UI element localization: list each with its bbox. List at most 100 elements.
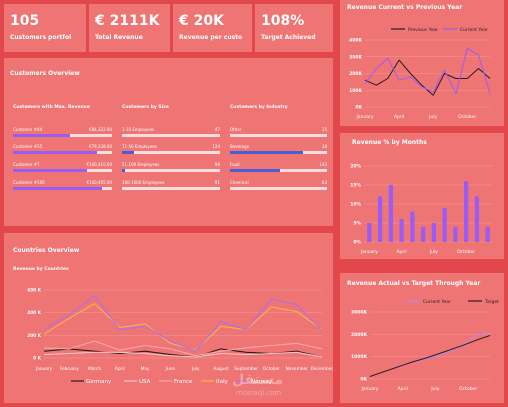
legend-label: Target [484,299,499,305]
y-tick-label: 0 K [33,356,41,362]
kpi-label: Revenue per custo [179,34,243,41]
y-tick-label: 3000K [351,310,368,316]
max-revenue-bar-track [13,187,112,190]
legend-label: Italy [216,379,229,385]
max-revenue-row-value: €100,465.00 [86,180,112,185]
size-bar-track [122,151,220,154]
bar-3 [399,219,404,242]
x-tick-label: April [398,386,408,392]
size-header: Customers by Size [122,105,169,110]
max-revenue-bar-track [13,151,112,154]
kpi-label: Customers portfol [10,34,72,41]
x-tick-label: July [430,386,439,392]
size-row-value: 47 [214,127,220,132]
series-line-previous-year [364,59,491,96]
x-tick-label: January [355,114,373,120]
x-tick-label: July [429,249,438,255]
x-tick-label: June [165,366,176,372]
kpi-card-revenue: € 2111K Total Revenue [89,4,170,52]
size-bar-track [122,187,220,190]
revenue-current-previous-chart: 0K 100K 200K 300K 400K January April July Octobe… [349,27,491,120]
x-tick-label: October [457,249,475,255]
legend-label: Current Year [460,27,488,33]
x-tick-label: May [141,366,150,372]
max-revenue-row-label: Customer #44 [13,127,43,132]
x-tick-label: December [311,366,333,372]
chart-subtitle: Revenue by Countries [13,267,69,272]
industry-row-value: 63 [321,180,327,185]
y-tick-label: 300K [349,54,362,60]
customers-overview-panel: Customers Overview Customers with Max. R… [4,58,333,226]
y-tick-label: 100K [349,88,362,94]
x-tick-label: July [428,114,437,120]
watermark-url: mostaql.com [236,389,282,397]
series-line-norway [43,295,323,352]
max-revenue-bar-fill [13,187,103,190]
industry-bar-track [230,151,327,154]
industry-bar-fill [230,169,281,172]
bar-6 [431,223,437,242]
y-tick-label: 400 K [27,310,41,316]
bar-11 [485,226,490,242]
max-revenue-bar-fill [13,134,71,137]
kpi-label: Target Achieved [261,34,316,41]
panel-title: Revenue % by Months [352,139,427,146]
x-tick-label: October [458,114,476,120]
x-tick-label: April [394,114,404,120]
x-tick-label: January [35,366,53,372]
industry-row-value: 143 [319,162,327,167]
series-line-current-year [364,47,491,95]
max-revenue-bar-track [13,134,112,137]
x-tick-label: October [263,366,280,372]
legend-label: Previous Year [408,27,438,33]
max-revenue-header: Customers with Max. Revenue [13,105,90,110]
kpi-card-target: 108% Target Achieved [255,4,333,52]
industry-row-label: Chemical [230,180,249,185]
max-revenue-row-label: Customer #100 [13,180,45,185]
max-revenue-row-label: Customer #7 [13,162,40,167]
size-bar-fill [122,151,134,154]
series-line-france [43,340,323,357]
kpi-value: 108% [261,13,305,29]
x-tick-label: September [234,366,258,372]
y-tick-label: 15% [350,183,361,189]
industry-bar-fill [230,151,303,154]
x-tick-label: April [396,249,406,255]
industry-row-value: 38 [321,144,327,149]
size-row-label: 11-50 Employees [122,144,157,149]
size-bar-track [122,169,220,172]
kpi-value: 105 [10,13,40,29]
series-line-target [369,335,491,377]
y-tick-label: 1000K [351,354,368,360]
max-revenue-row-value: €79,338.00 [89,144,112,149]
bar-7 [442,207,447,242]
y-tick-label: 10% [350,202,361,208]
x-tick-label: October [459,386,477,392]
panel-title: Customers Overview [10,70,80,77]
industry-row-label: Beverage [230,144,250,149]
series-line-italy [43,303,323,351]
countries-line-chart: 0 K 200 K 400 K 600 K January February March Ap… [27,288,333,386]
kpi-value: € 20K [179,13,224,29]
bar-9 [463,181,469,242]
y-tick-label: 5% [353,221,361,227]
revenue-actual-target-panel: Revenue Actual vs Target Through Year 0K… [340,273,504,403]
bar-5 [420,226,426,242]
size-row-label: 51-100 Employees [122,162,160,167]
size-row-value: 91 [214,180,220,185]
size-row-label: 1-10 Employees [122,127,155,132]
x-tick-label: July [191,366,200,372]
revenue-current-previous-panel: Revenue Current vs Previous Year 0K 100K 2… [340,0,504,126]
industry-row-label: Food [230,162,240,167]
industry-bar-track [230,169,327,172]
x-tick-label: March [88,366,101,372]
y-tick-label: 0% [353,240,361,246]
kpi-value: € 2111K [95,13,160,29]
y-tick-label: 0K [355,105,362,111]
bar-1 [377,196,383,242]
y-tick-label: 20% [350,164,361,170]
x-tick-label: August [213,366,228,372]
bar-2 [388,185,394,242]
industry-row-label: Other [230,127,242,132]
x-tick-label: February [60,366,79,372]
